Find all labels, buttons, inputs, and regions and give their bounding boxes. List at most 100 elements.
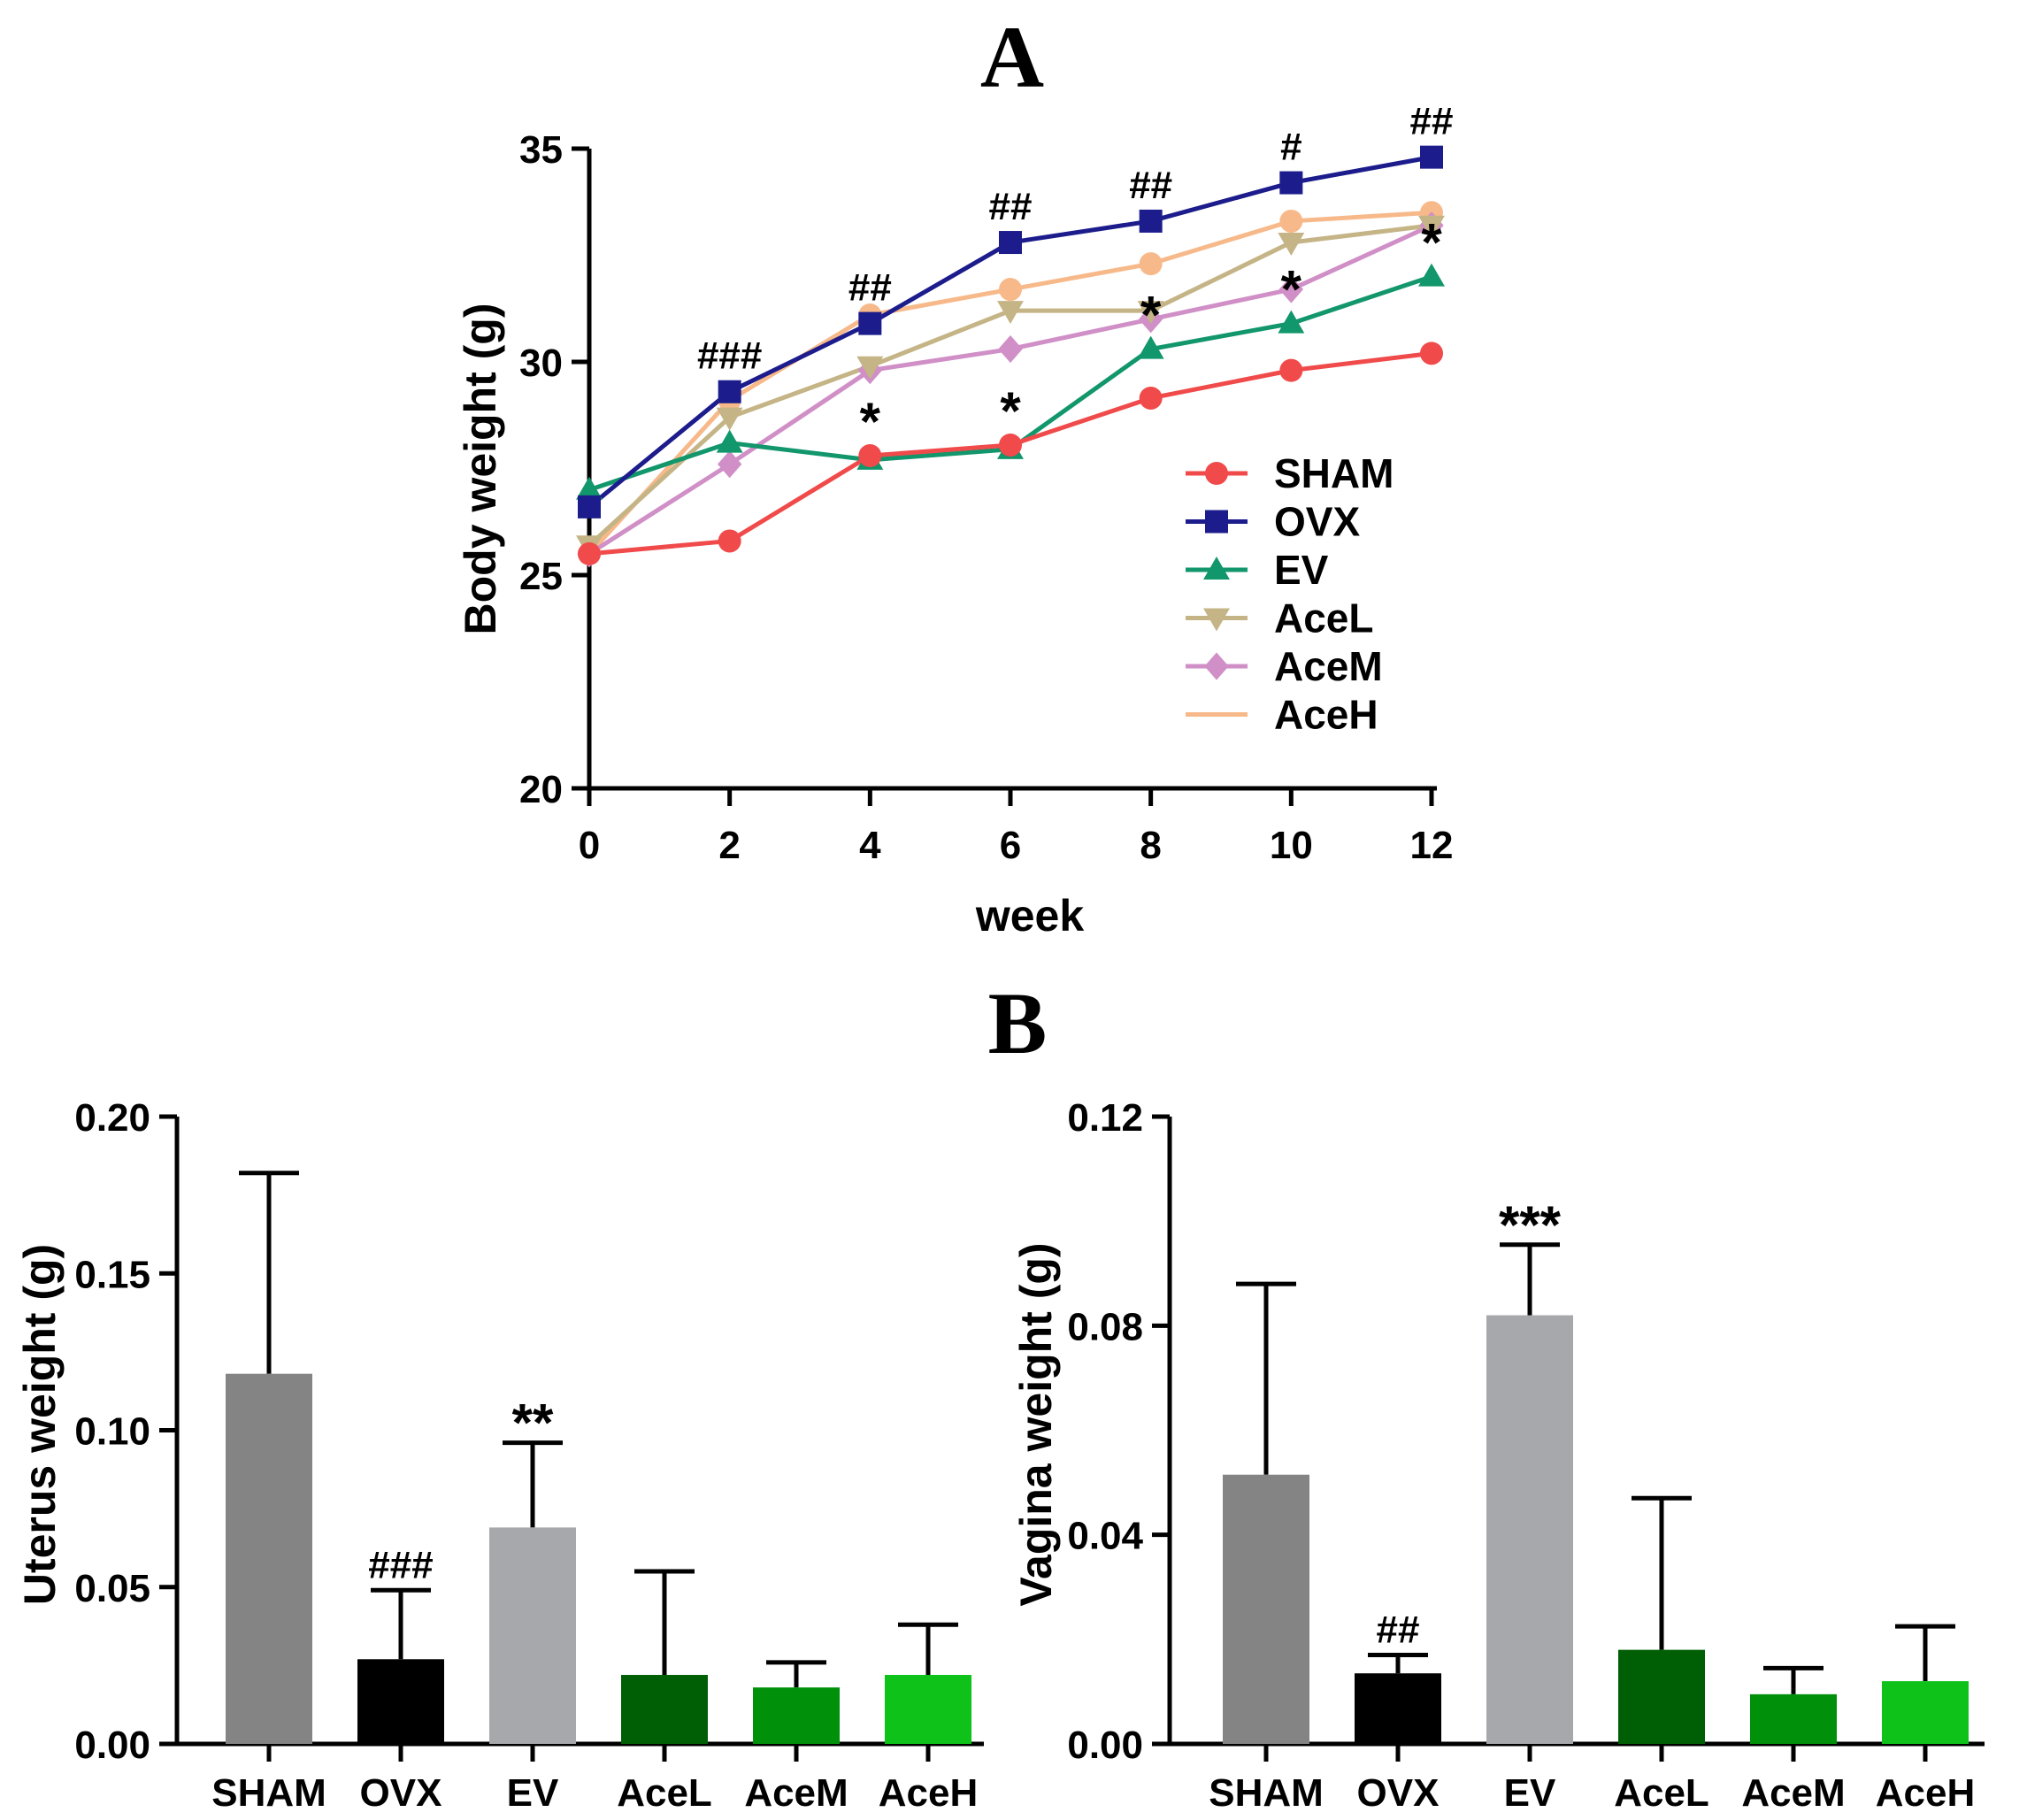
legend-marker bbox=[1205, 510, 1228, 534]
y-tick-label: 0.08 bbox=[1067, 1305, 1143, 1348]
y-tick-label: 0.15 bbox=[74, 1253, 150, 1296]
bar-group-acel bbox=[1618, 1495, 1705, 1744]
legend-label: AceM bbox=[1274, 643, 1383, 689]
legend-item-ovx: OVX bbox=[1186, 499, 1360, 545]
legend-label: AceL bbox=[1274, 595, 1373, 641]
legend-item-acem: AceM bbox=[1186, 643, 1383, 689]
bar-aceh bbox=[885, 1675, 971, 1744]
x-tick-label-aceh: AceH bbox=[879, 1771, 979, 1815]
significance-hash: ### bbox=[368, 1543, 433, 1586]
legend-marker bbox=[1203, 557, 1230, 580]
legend-label: AceH bbox=[1274, 692, 1378, 738]
significance-star: *** bbox=[1499, 1195, 1562, 1255]
point-ovx bbox=[999, 231, 1022, 255]
uterus-y-label: Uterus weight (g) bbox=[15, 1244, 65, 1605]
point-ovx bbox=[858, 311, 882, 335]
x-tick-label: 6 bbox=[1000, 824, 1021, 867]
bar-group-aceh bbox=[1882, 1624, 1969, 1744]
bar-group-sham bbox=[1223, 1281, 1309, 1744]
uterus-x-ticks: SHAM OVX EV AceL AceM AceH bbox=[211, 1744, 978, 1815]
y-tick-label: 0.00 bbox=[1067, 1724, 1143, 1767]
panel-a-annotations: ####### #####* ** ** bbox=[697, 100, 1454, 451]
significance-star: * bbox=[860, 392, 881, 451]
point-acel bbox=[1137, 301, 1164, 325]
x-tick-label-sham: SHAM bbox=[1209, 1771, 1324, 1815]
x-tick-label: 8 bbox=[1140, 824, 1161, 867]
significance-hash: ### bbox=[697, 334, 762, 378]
x-tick-label-sham: SHAM bbox=[211, 1771, 326, 1815]
significance-hash: ## bbox=[1129, 164, 1172, 207]
point-acel bbox=[856, 356, 884, 380]
y-tick-label: 0.12 bbox=[1067, 1096, 1143, 1140]
point-ovx bbox=[1279, 171, 1303, 195]
x-tick-label-ovx: OVX bbox=[360, 1771, 442, 1815]
panel-a-y-label: Body weight (g) bbox=[456, 303, 505, 635]
bar-ovx bbox=[357, 1659, 444, 1744]
uterus-chart: 0.00 0.05 0.10 0.15 0.20 SHAM OVX EV AceL AceM Ac… bbox=[15, 1096, 984, 1815]
point-aceh bbox=[1279, 209, 1303, 233]
vagina-y-ticks: 0.00 0.04 0.08 0.12 bbox=[1067, 1096, 1170, 1767]
vagina-bars: ## *** bbox=[1223, 1195, 1969, 1744]
x-tick-label: 0 bbox=[579, 824, 600, 867]
point-aceh bbox=[999, 278, 1022, 302]
x-tick-label-acem: AceM bbox=[744, 1771, 848, 1815]
x-tick-label: 2 bbox=[718, 824, 740, 867]
point-acem bbox=[998, 334, 1023, 364]
y-tick-label: 0.20 bbox=[74, 1096, 150, 1140]
bar-ev bbox=[489, 1527, 576, 1744]
point-sham bbox=[1420, 342, 1443, 365]
point-ev bbox=[1418, 263, 1445, 287]
point-sham bbox=[999, 433, 1022, 457]
point-acel bbox=[716, 407, 743, 431]
bar-group-ev: *** bbox=[1486, 1195, 1573, 1744]
x-tick-label-ev: EV bbox=[507, 1771, 559, 1815]
bar-group-acem bbox=[753, 1660, 840, 1744]
bar-group-ev: ** bbox=[489, 1394, 576, 1744]
significance-hash: ## bbox=[848, 266, 892, 310]
point-sham bbox=[1139, 386, 1163, 410]
bar-group-sham bbox=[226, 1171, 312, 1744]
point-ev bbox=[1137, 335, 1164, 359]
bar-acel bbox=[1618, 1649, 1705, 1744]
vagina-x-ticks: SHAM OVX EV AceL AceM AceH bbox=[1209, 1744, 1975, 1815]
significance-star: * bbox=[1281, 260, 1302, 319]
point-sham bbox=[718, 529, 741, 553]
point-ovx bbox=[718, 380, 741, 403]
point-ev bbox=[576, 476, 603, 500]
legend-item-acel: AceL bbox=[1186, 595, 1373, 641]
x-tick-label-ev: EV bbox=[1504, 1771, 1556, 1815]
legend-label: EV bbox=[1274, 547, 1329, 593]
point-ovx bbox=[578, 495, 601, 518]
significance-star: * bbox=[1000, 381, 1021, 441]
x-tick-label-ovx: OVX bbox=[1357, 1771, 1440, 1815]
point-acem bbox=[1278, 275, 1303, 303]
y-tick-label: 30 bbox=[519, 342, 563, 385]
point-sham bbox=[858, 444, 882, 468]
uterus-bars: ### ** bbox=[226, 1171, 971, 1744]
point-acel bbox=[1278, 232, 1305, 256]
legend-label: OVX bbox=[1274, 499, 1360, 545]
point-ev bbox=[716, 429, 743, 453]
x-tick-label-acem: AceM bbox=[1741, 1771, 1845, 1815]
legend-marker bbox=[1203, 608, 1230, 632]
y-tick-label: 35 bbox=[519, 128, 563, 172]
point-acem bbox=[718, 450, 742, 479]
legend-item-sham: SHAM bbox=[1186, 450, 1394, 496]
x-tick-label-aceh: AceH bbox=[1876, 1771, 1976, 1815]
panel-a: A 20 25 30 35 0 2 4 6 8 10 12 week Body weight (g… bbox=[456, 8, 1453, 941]
x-tick-label: 10 bbox=[1270, 824, 1313, 867]
x-tick-label-acel: AceL bbox=[617, 1771, 712, 1815]
point-ovx bbox=[1420, 145, 1443, 169]
significance-star: * bbox=[1421, 213, 1442, 273]
panel-a-markers bbox=[576, 145, 1445, 568]
bar-acel bbox=[621, 1675, 708, 1744]
significance-hash: # bbox=[1280, 126, 1301, 169]
vagina-y-label: Vagina weight (g) bbox=[1011, 1242, 1061, 1606]
bar-sham bbox=[1223, 1474, 1309, 1744]
legend-item-aceh: AceH bbox=[1186, 692, 1378, 738]
point-sham bbox=[578, 541, 601, 565]
point-acel bbox=[1418, 215, 1445, 239]
y-tick-label: 0.04 bbox=[1067, 1515, 1143, 1558]
